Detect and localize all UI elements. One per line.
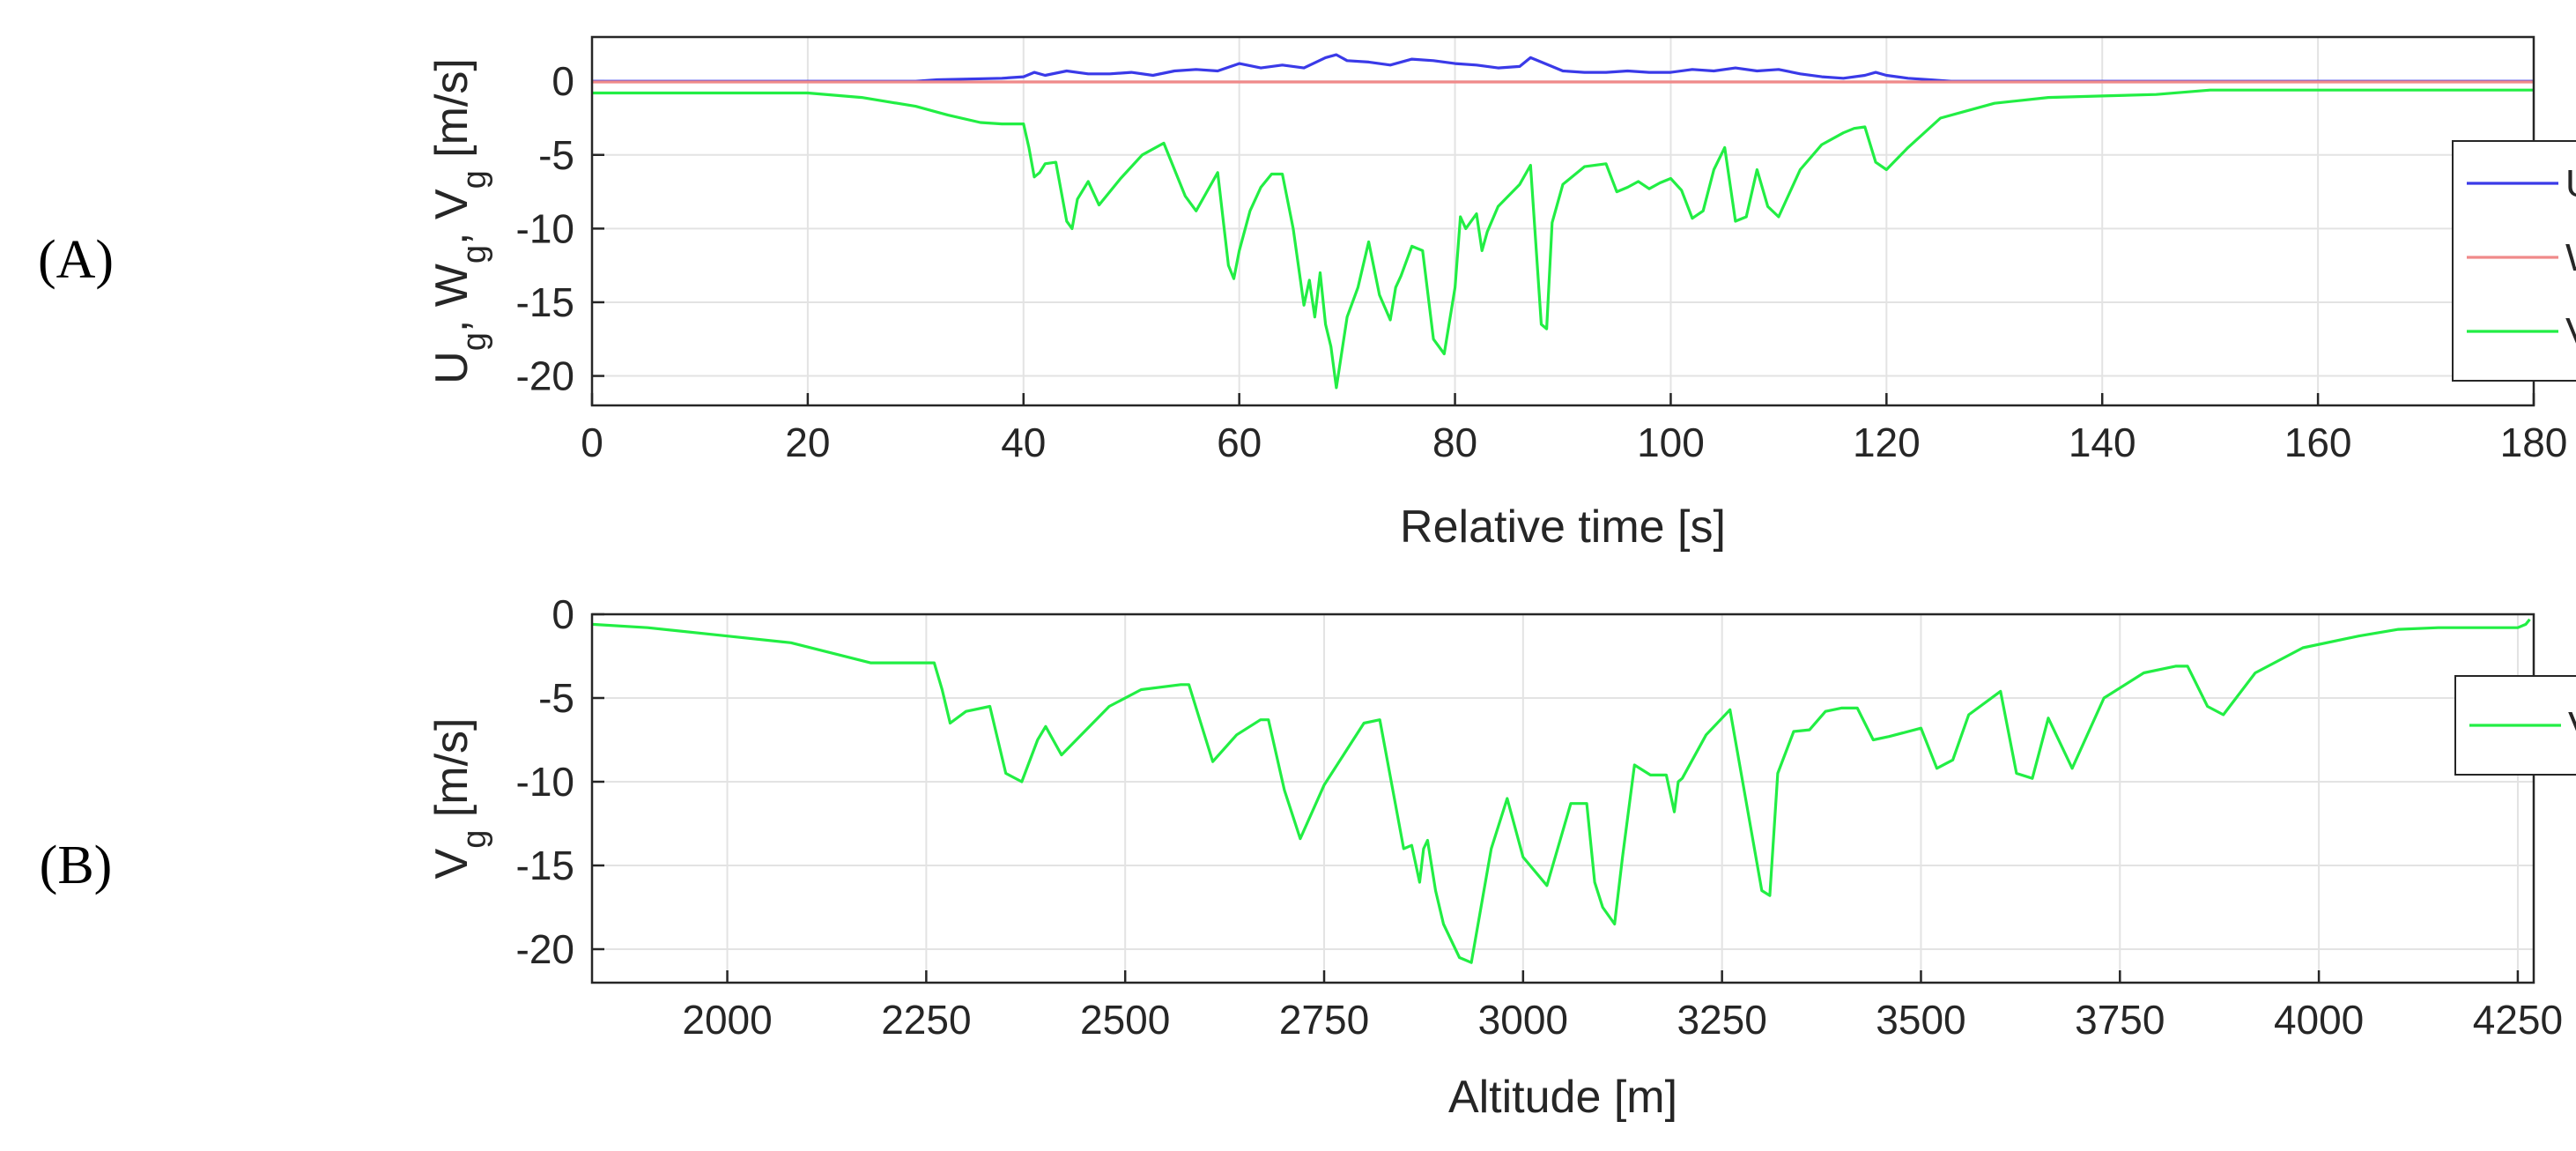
panel-a-y-tick-label: -15 xyxy=(516,279,574,325)
y-axis-label-part: [m/s] xyxy=(426,718,477,830)
y-axis-label-part: [m/s] xyxy=(426,58,477,170)
panel-a: (A) 0 20 40 60 80 100 120 140 160 180 0 -5 -10 -15 -2… xyxy=(38,35,2576,553)
panel-b-y-tick-label: -15 xyxy=(516,843,574,888)
panel-b-axes-frame xyxy=(590,613,2535,984)
panel-b-series-vg-line xyxy=(591,618,2531,964)
panel-b: (B) 2000 2250 2500 2750 3000 3250 3500 3750 4000… xyxy=(40,591,2576,1123)
panel-a-y-tick-labels: 0 -5 -10 -15 -20 xyxy=(516,58,574,398)
panel-a-x-tick-label: 80 xyxy=(1432,420,1477,465)
legend-label-main: W xyxy=(2565,236,2576,279)
legend-label-main: V xyxy=(2568,704,2576,747)
panel-a-x-tick-label: 140 xyxy=(2069,420,2136,465)
panel-b-y-tick-label: 0 xyxy=(551,591,574,637)
panel-b-y-tick-labels: 0 -5 -10 -15 -20 xyxy=(516,591,574,972)
legend-label-main: U xyxy=(2565,162,2576,205)
panel-b-x-tick-label: 2000 xyxy=(682,997,772,1043)
y-axis-label-part: U xyxy=(426,351,477,384)
panel-b-x-tick-label: 3500 xyxy=(1876,997,1965,1043)
panel-a-x-tick-label: 60 xyxy=(1217,420,1262,465)
y-axis-label-part: V xyxy=(426,848,477,879)
panel-a-legend-box xyxy=(2452,140,2576,382)
panel-b-plot xyxy=(591,618,2531,964)
panel-a-series-ug-line xyxy=(592,53,2534,83)
panel-a-x-tick-label: 160 xyxy=(2284,420,2352,465)
y-axis-label-subscript: g xyxy=(456,830,493,849)
panel-a-label: (A) xyxy=(38,230,114,290)
panel-b-y-axis-label: Vg [m/s] xyxy=(426,718,493,880)
panel-a-y-tick-label: -10 xyxy=(516,205,574,251)
panel-a-x-tick-label: 0 xyxy=(581,420,603,465)
panel-a-plot xyxy=(592,53,2534,390)
panel-a-x-tick-label: 180 xyxy=(2500,420,2568,465)
panel-b-label: (B) xyxy=(40,835,113,895)
panel-b-x-tick-label: 2500 xyxy=(1080,997,1170,1043)
panel-a-x-tick-label: 120 xyxy=(1853,420,1921,465)
panel-b-y-tick-label: -20 xyxy=(516,926,574,972)
panel-a-x-tick-labels: 0 20 40 60 80 100 120 140 160 180 xyxy=(581,420,2567,465)
panel-a-legend-label-ug: Ug xyxy=(2565,162,2576,220)
y-axis-label-subscript: g xyxy=(456,170,493,189)
panel-a-y-tick-label: 0 xyxy=(551,58,574,104)
panel-b-y-tick-label: -5 xyxy=(538,675,574,721)
panel-b-x-tick-label: 4000 xyxy=(2274,997,2364,1043)
panel-b-x-tick-label: 3250 xyxy=(1677,997,1766,1043)
y-axis-label-part: , W xyxy=(426,264,477,332)
panel-b-x-tick-label: 3000 xyxy=(1478,997,1568,1043)
panel-b-legend-label-vg: Vg xyxy=(2568,704,2576,762)
y-axis-label-subscript: g xyxy=(456,245,493,264)
panel-a-y-tick-label: -20 xyxy=(516,353,574,399)
panel-a-x-axis-label: Relative time [s] xyxy=(1400,501,1726,553)
panel-a-legend-label-wg: Wg xyxy=(2565,236,2576,294)
panel-a-x-tick-label: 100 xyxy=(1637,420,1705,465)
legend-label-main: V xyxy=(2565,310,2576,353)
y-axis-label-part: , V xyxy=(426,189,477,245)
panel-a-y-tick-label: -5 xyxy=(538,132,574,178)
panel-b-x-tick-label: 2750 xyxy=(1279,997,1369,1043)
y-axis-label-subscript: g xyxy=(456,332,493,351)
panel-b-x-tick-label: 2250 xyxy=(881,997,971,1043)
panel-a-x-tick-label: 40 xyxy=(1001,420,1046,465)
panel-a-legend: Ug Wg Vg xyxy=(2452,140,2576,382)
panel-a-y-axis-label: Ug, Wg, Vg [m/s] xyxy=(426,58,493,384)
panel-b-legend: Vg xyxy=(2454,675,2576,776)
panel-b-x-axis-label: Altitude [m] xyxy=(1448,1072,1677,1123)
panel-b-x-tick-label: 3750 xyxy=(2075,997,2165,1043)
panel-b-x-tick-label: 4250 xyxy=(2473,997,2563,1043)
panel-a-x-tick-label: 20 xyxy=(785,420,830,465)
panel-b-x-tick-labels: 2000 2250 2500 2750 3000 3250 3500 3750 4000 4250 xyxy=(682,997,2563,1043)
panel-a-legend-label-vg: Vg xyxy=(2565,310,2576,368)
panel-a-series-vg-line xyxy=(592,88,2534,390)
panel-b-y-tick-label: -10 xyxy=(516,759,574,805)
